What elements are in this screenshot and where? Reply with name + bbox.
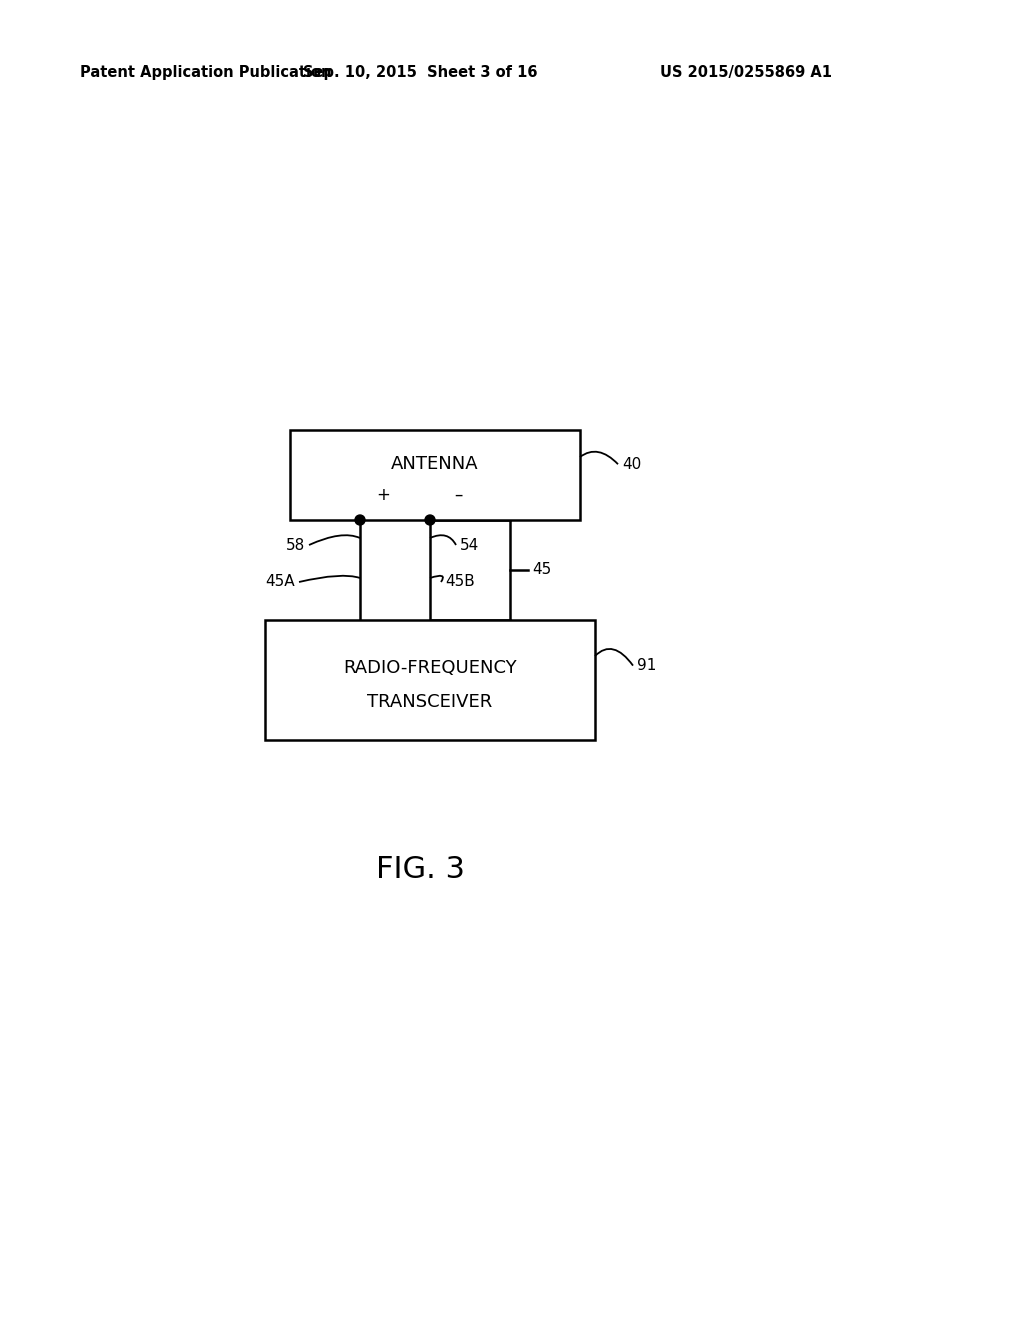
Text: +: + (376, 486, 390, 504)
Text: FIG. 3: FIG. 3 (376, 855, 465, 884)
Circle shape (425, 515, 435, 525)
Text: RADIO-FREQUENCY: RADIO-FREQUENCY (343, 659, 517, 677)
Text: 40: 40 (622, 457, 641, 471)
Text: Sep. 10, 2015  Sheet 3 of 16: Sep. 10, 2015 Sheet 3 of 16 (303, 65, 538, 79)
Text: US 2015/0255869 A1: US 2015/0255869 A1 (660, 65, 831, 79)
Text: 54: 54 (460, 537, 479, 553)
Circle shape (355, 515, 365, 525)
Text: 91: 91 (637, 659, 656, 673)
Bar (265, 620, 595, 741)
Text: Patent Application Publication: Patent Application Publication (80, 65, 332, 79)
Text: TRANSCEIVER: TRANSCEIVER (368, 693, 493, 710)
Bar (290, 430, 580, 520)
Text: –: – (454, 486, 463, 504)
Text: 45B: 45B (445, 574, 475, 590)
Text: 45: 45 (532, 562, 551, 578)
Text: ANTENNA: ANTENNA (391, 455, 479, 473)
Text: 45A: 45A (265, 574, 295, 590)
Text: 58: 58 (286, 537, 305, 553)
